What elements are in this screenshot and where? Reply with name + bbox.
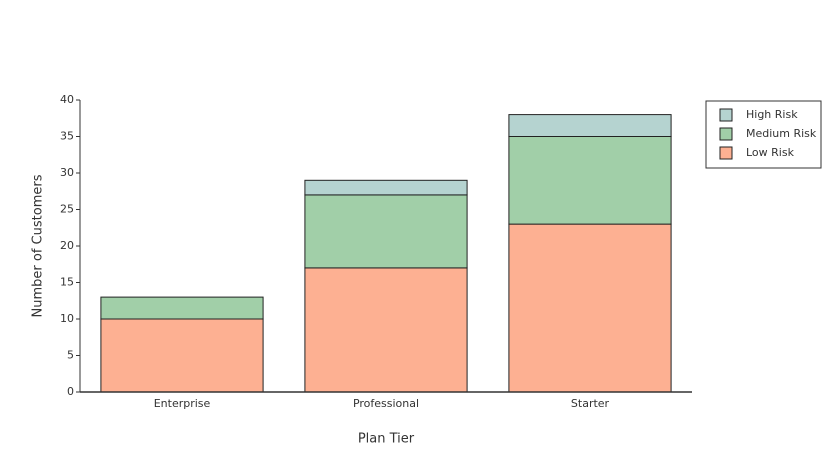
bar-segment [508, 114, 672, 137]
bar-segment [304, 179, 468, 196]
bar-segment [508, 136, 672, 225]
y-tick-label: 40 [60, 93, 74, 106]
bar-segment [304, 267, 468, 393]
bar-segment [100, 296, 264, 320]
legend-swatch [719, 146, 733, 160]
y-tick-label: 20 [60, 239, 74, 252]
y-tick-label: 0 [67, 385, 74, 398]
y-axis-title: Number of Customers [31, 174, 46, 317]
y-tick-label: 25 [60, 203, 74, 216]
legend-swatch [719, 127, 733, 141]
x-tick-label: Enterprise [154, 397, 211, 410]
legend-label: Low Risk [746, 146, 795, 159]
bar-segment [508, 223, 672, 393]
x-axis-title: Plan Tier [358, 432, 415, 447]
x-tick-label: Professional [353, 397, 419, 410]
legend-swatch [719, 108, 733, 122]
legend-label: Medium Risk [746, 127, 817, 140]
bar-segment [100, 318, 264, 393]
legend-label: High Risk [746, 108, 798, 121]
x-tick-label: Starter [571, 397, 610, 410]
y-tick-label: 15 [60, 276, 74, 289]
y-tick-label: 5 [67, 349, 74, 362]
y-tick-label: 35 [60, 130, 74, 143]
y-tick-label: 30 [60, 166, 74, 179]
bar-segment [304, 194, 468, 269]
y-tick-label: 10 [60, 312, 74, 325]
